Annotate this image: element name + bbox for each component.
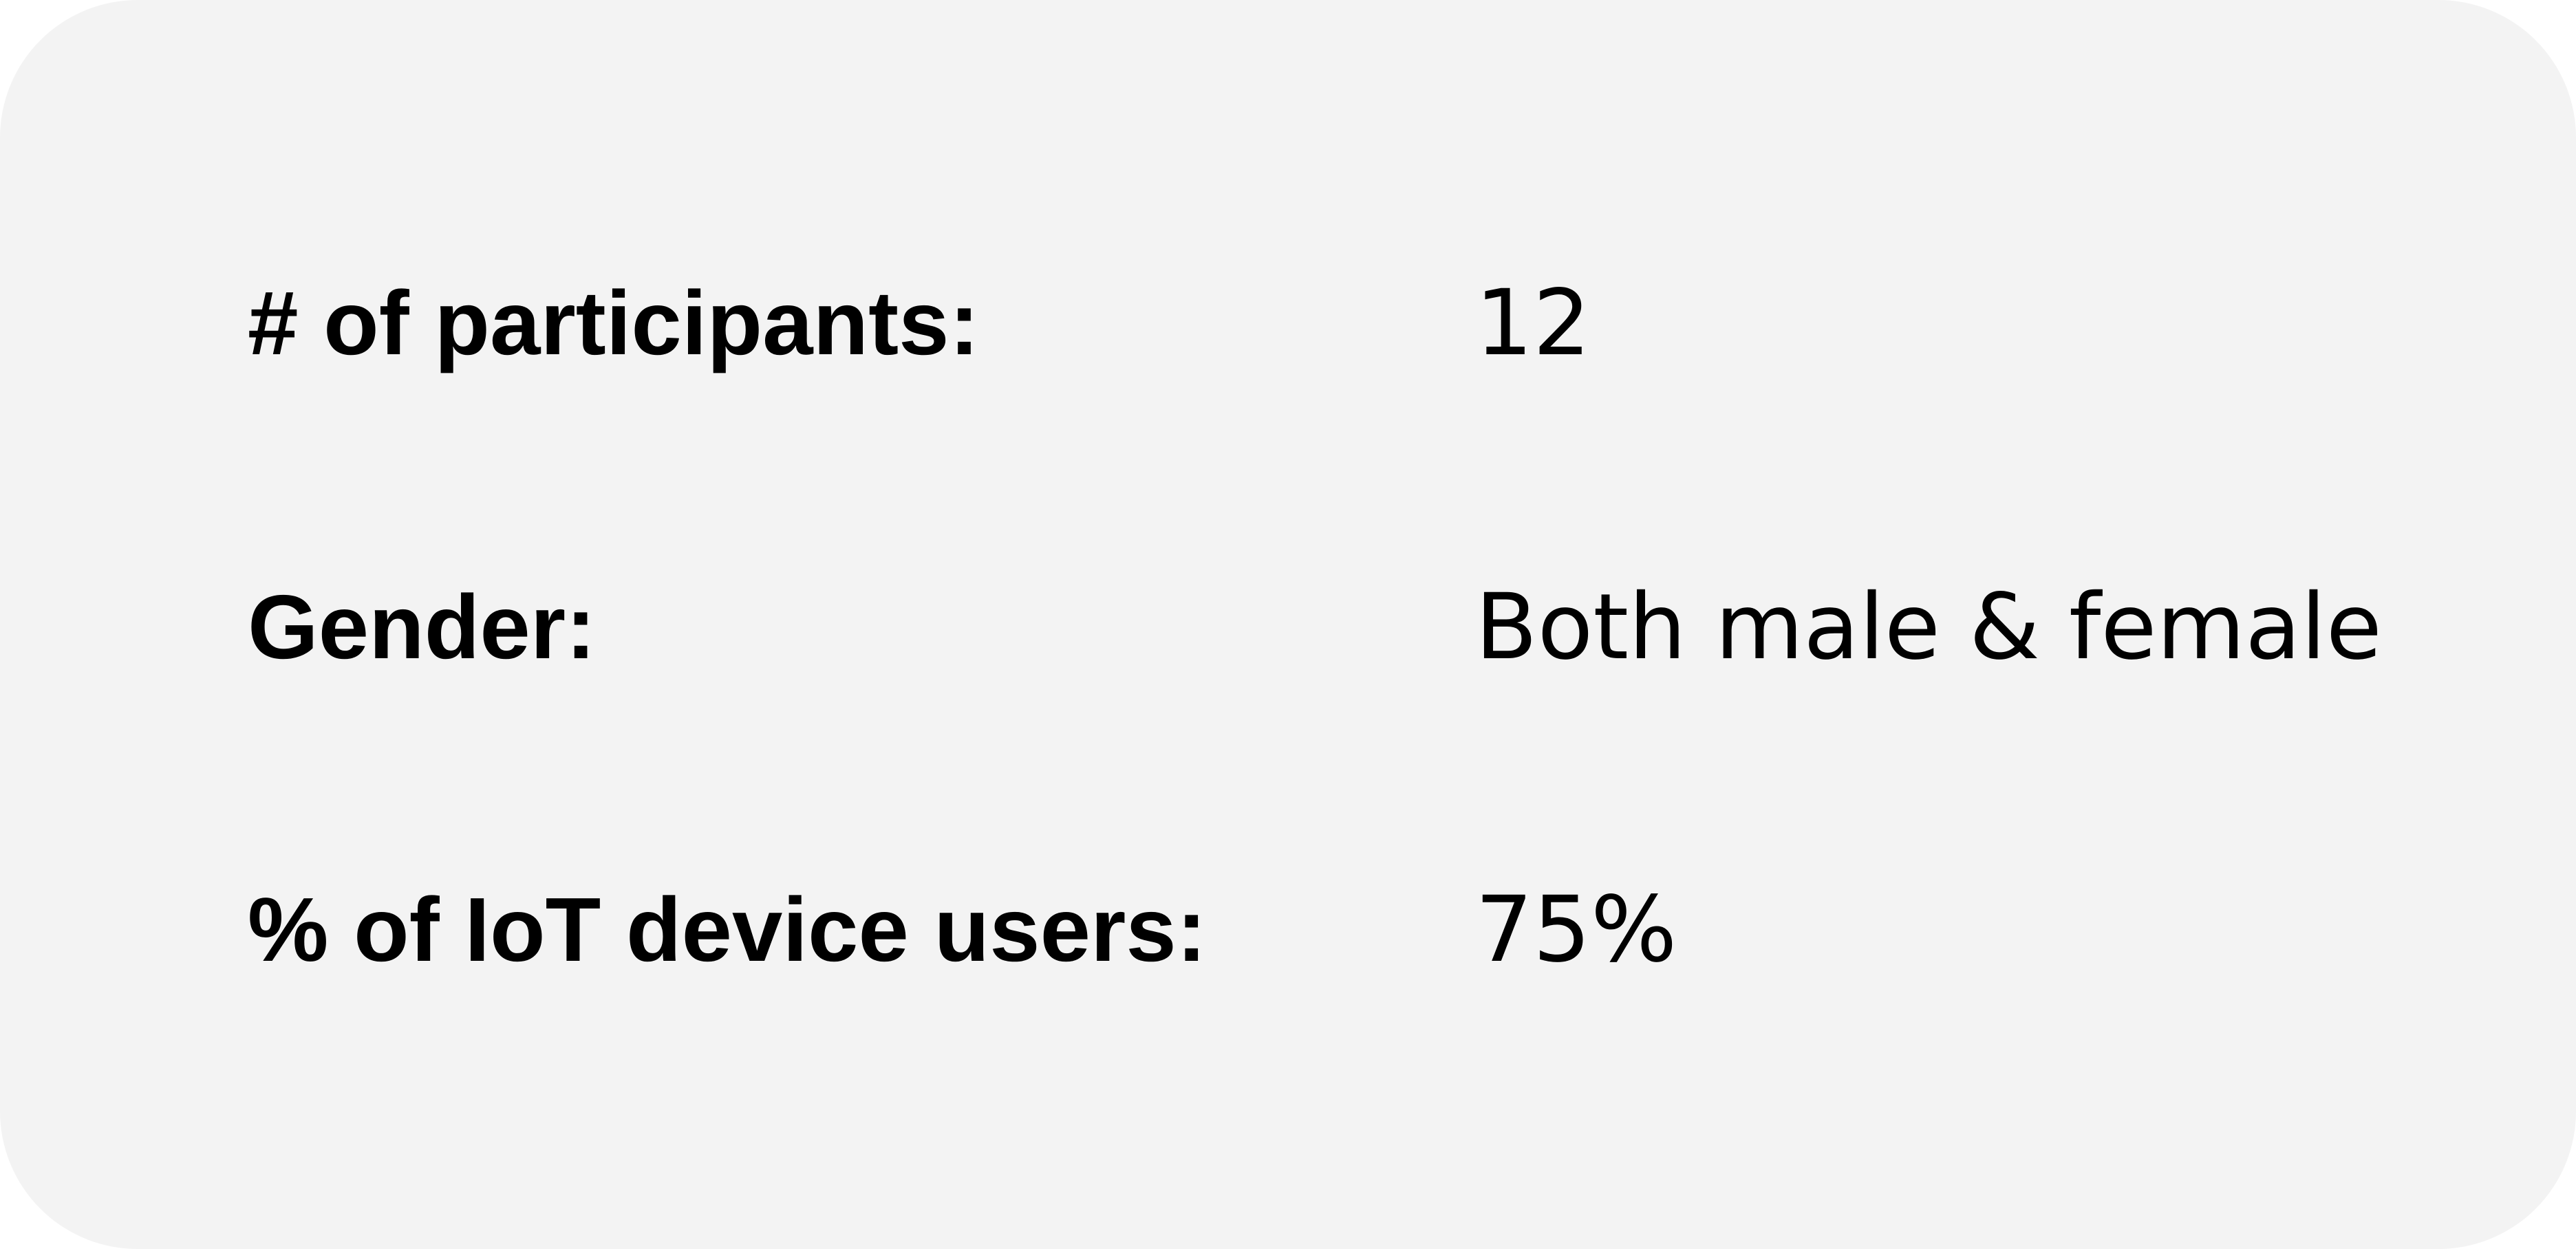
iot-users-value: 75% (1475, 877, 1677, 983)
stat-row-iot-users: % of IoT device users: 75% (0, 868, 2576, 992)
stat-row-participants: # of participants: 12 (0, 261, 2576, 385)
gender-label: Gender: (248, 576, 597, 677)
iot-users-label: % of IoT device users: (248, 879, 1207, 980)
participants-value: 12 (1475, 270, 1591, 376)
gender-value: Both male & female (1475, 574, 2382, 680)
participants-label: # of participants: (248, 272, 980, 373)
stat-row-gender: Gender: Both male & female (0, 565, 2576, 689)
